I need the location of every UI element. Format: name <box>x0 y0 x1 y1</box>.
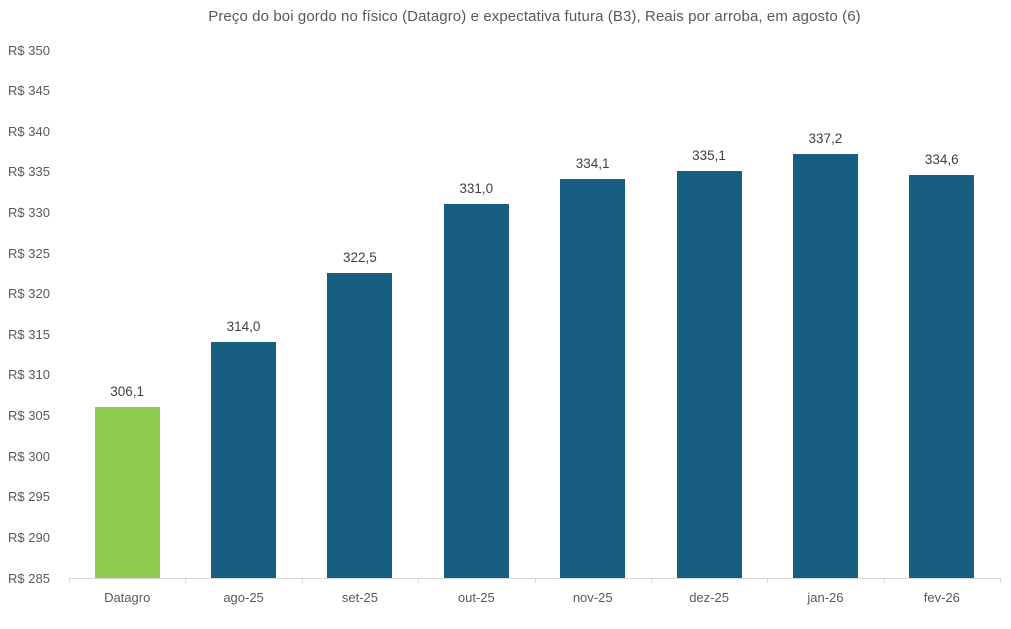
bar-value-label: 306,1 <box>110 383 145 399</box>
bar-Datagro <box>94 406 160 578</box>
chart-title: Preço do boi gordo no físico (Datagro) e… <box>208 8 861 25</box>
x-axis-line <box>69 578 1001 579</box>
x-axis-tick <box>767 579 769 583</box>
x-axis-tick <box>534 579 536 583</box>
bar-value-label: 334,6 <box>924 152 959 168</box>
x-tick-label: jan-26 <box>807 590 844 605</box>
x-tick-label: nov-25 <box>572 590 613 605</box>
y-tick-label: R$ 305 <box>8 408 50 424</box>
bar-fev-26 <box>909 175 975 578</box>
bar-nov-25 <box>560 179 626 578</box>
bar-ago-25 <box>211 342 277 578</box>
x-axis-tick <box>650 579 652 583</box>
y-tick-label: R$ 345 <box>8 83 50 99</box>
y-tick-label: R$ 325 <box>8 245 50 261</box>
y-tick-label: R$ 310 <box>8 367 50 383</box>
x-axis-tick <box>418 579 420 583</box>
bar-value-label: 322,5 <box>343 250 377 266</box>
y-tick-label: R$ 315 <box>8 326 50 342</box>
bar-out-25 <box>443 204 509 578</box>
x-tick-label: set-25 <box>341 590 378 605</box>
y-tick-label: R$ 350 <box>8 42 50 58</box>
x-tick-label: Datagro <box>104 590 151 605</box>
x-tick-label: dez-25 <box>689 590 729 605</box>
x-axis-tick <box>69 579 70 583</box>
y-tick-label: R$ 320 <box>8 286 50 302</box>
x-tick-label: out-25 <box>457 590 495 605</box>
x-axis-tick <box>301 579 303 583</box>
y-tick-label: R$ 335 <box>8 164 50 180</box>
x-tick-label: fev-26 <box>923 590 960 605</box>
x-axis-tick <box>185 579 187 583</box>
bar-value-label: 314,0 <box>226 319 261 335</box>
bar-set-25 <box>327 273 393 578</box>
bar-dez-25 <box>676 171 742 578</box>
y-tick-label: R$ 285 <box>8 570 50 586</box>
x-axis-tick <box>1000 579 1001 583</box>
y-tick-label: R$ 295 <box>8 489 50 505</box>
y-tick-label: R$ 290 <box>8 529 50 545</box>
x-tick-label: ago-25 <box>223 590 264 605</box>
y-tick-label: R$ 300 <box>8 448 50 464</box>
y-tick-label: R$ 340 <box>8 123 50 139</box>
x-axis-tick <box>883 579 885 583</box>
y-tick-label: R$ 330 <box>8 204 50 220</box>
bar-value-label: 331,0 <box>459 181 494 197</box>
bar-value-label: 337,2 <box>808 130 843 146</box>
bar-value-label: 334,1 <box>575 156 610 172</box>
bar-value-label: 335,1 <box>692 148 726 164</box>
bar-jan-26 <box>792 153 858 578</box>
